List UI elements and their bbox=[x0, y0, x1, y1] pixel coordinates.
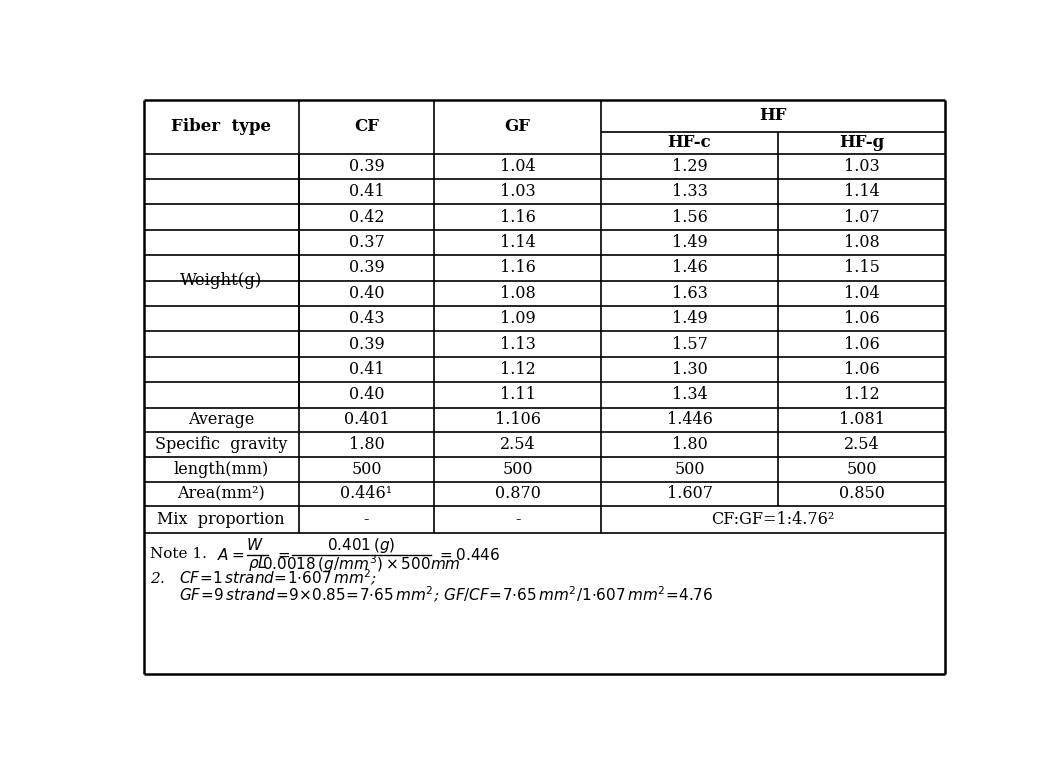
Text: HF-g: HF-g bbox=[839, 134, 885, 151]
Text: 1.13: 1.13 bbox=[499, 336, 535, 352]
Text: length(mm): length(mm) bbox=[173, 460, 269, 478]
Text: 500: 500 bbox=[846, 460, 877, 478]
Text: 0.446¹: 0.446¹ bbox=[340, 486, 393, 502]
Text: $W$: $W$ bbox=[245, 538, 263, 554]
Text: 500: 500 bbox=[674, 460, 705, 478]
Text: 1.09: 1.09 bbox=[499, 310, 535, 327]
Text: 0.850: 0.850 bbox=[839, 486, 885, 502]
Text: 1.06: 1.06 bbox=[844, 310, 879, 327]
Text: 1.16: 1.16 bbox=[499, 208, 535, 225]
Text: HF-c: HF-c bbox=[668, 134, 712, 151]
Text: 1.12: 1.12 bbox=[844, 386, 879, 404]
Text: 1.29: 1.29 bbox=[671, 158, 707, 175]
Text: CF:GF=1:4.76²: CF:GF=1:4.76² bbox=[712, 511, 835, 528]
Text: 0.40: 0.40 bbox=[348, 285, 384, 302]
Text: 2.   $CF\!=\!1\,strand\!=\!1{\cdot}607\,mm^2$;: 2. $CF\!=\!1\,strand\!=\!1{\cdot}607\,mm… bbox=[150, 568, 377, 588]
Text: 1.49: 1.49 bbox=[671, 234, 707, 251]
Text: 1.33: 1.33 bbox=[671, 183, 707, 200]
Text: 0.39: 0.39 bbox=[348, 260, 384, 277]
Text: $GF\!=\!9\,strand\!=\!9\!\times\!0.85\!=\!7{\cdot}65\,mm^2$; $GF/CF\!=\!7{\cdot}: $GF\!=\!9\,strand\!=\!9\!\times\!0.85\!=… bbox=[150, 584, 713, 605]
Text: 1.34: 1.34 bbox=[671, 386, 707, 404]
Text: 1.06: 1.06 bbox=[844, 361, 879, 378]
Text: CF: CF bbox=[354, 118, 379, 135]
Text: Note 1.: Note 1. bbox=[150, 547, 207, 561]
Text: $0.401\,(g)$: $0.401\,(g)$ bbox=[327, 536, 395, 555]
Text: 0.40: 0.40 bbox=[348, 386, 384, 404]
Text: HF: HF bbox=[759, 107, 787, 124]
Text: 1.07: 1.07 bbox=[844, 208, 879, 225]
Text: 1.12: 1.12 bbox=[499, 361, 535, 378]
Text: 1.63: 1.63 bbox=[671, 285, 707, 302]
Text: $=0.446$: $=0.446$ bbox=[438, 547, 501, 563]
Text: GF: GF bbox=[504, 118, 531, 135]
Text: 0.43: 0.43 bbox=[348, 310, 384, 327]
Text: Mix  proportion: Mix proportion bbox=[157, 511, 285, 528]
Text: 2.54: 2.54 bbox=[844, 436, 879, 453]
Text: 1.04: 1.04 bbox=[500, 158, 535, 175]
Text: 0.39: 0.39 bbox=[348, 158, 384, 175]
Text: 1.15: 1.15 bbox=[843, 260, 879, 277]
Text: 1.57: 1.57 bbox=[671, 336, 707, 352]
Text: 1.49: 1.49 bbox=[671, 310, 707, 327]
Text: 0.401: 0.401 bbox=[343, 411, 390, 428]
Text: 0.42: 0.42 bbox=[348, 208, 384, 225]
Text: 500: 500 bbox=[502, 460, 533, 478]
Text: Average: Average bbox=[188, 411, 254, 428]
Text: 1.80: 1.80 bbox=[348, 436, 384, 453]
Text: 1.04: 1.04 bbox=[844, 285, 879, 302]
Text: 1.03: 1.03 bbox=[844, 158, 879, 175]
Text: 1.46: 1.46 bbox=[671, 260, 707, 277]
Text: 1.03: 1.03 bbox=[499, 183, 535, 200]
Text: 2.54: 2.54 bbox=[500, 436, 535, 453]
Text: 1.14: 1.14 bbox=[844, 183, 879, 200]
Text: 1.446: 1.446 bbox=[667, 411, 713, 428]
Text: 1.11: 1.11 bbox=[499, 386, 535, 404]
Text: Specific  gravity: Specific gravity bbox=[155, 436, 288, 453]
Text: 1.106: 1.106 bbox=[495, 411, 541, 428]
Text: Area(mm²): Area(mm²) bbox=[177, 486, 266, 502]
Text: 0.37: 0.37 bbox=[348, 234, 384, 251]
Text: -: - bbox=[515, 511, 520, 528]
Text: 0.39: 0.39 bbox=[348, 336, 384, 352]
Text: 1.80: 1.80 bbox=[671, 436, 707, 453]
Text: 1.30: 1.30 bbox=[671, 361, 707, 378]
Text: Weight(g): Weight(g) bbox=[179, 272, 262, 289]
Text: 0.870: 0.870 bbox=[495, 486, 541, 502]
Text: $\rho L$: $\rho L$ bbox=[247, 555, 268, 574]
Text: 1.14: 1.14 bbox=[499, 234, 535, 251]
Text: 1.607: 1.607 bbox=[667, 486, 713, 502]
Text: 1.56: 1.56 bbox=[671, 208, 707, 225]
Text: $=$: $=$ bbox=[275, 548, 291, 561]
Text: Fiber  type: Fiber type bbox=[171, 118, 271, 135]
Text: -: - bbox=[363, 511, 370, 528]
Text: 0.41: 0.41 bbox=[348, 183, 384, 200]
Text: 0.41: 0.41 bbox=[348, 361, 384, 378]
Text: 1.06: 1.06 bbox=[844, 336, 879, 352]
Text: 1.16: 1.16 bbox=[499, 260, 535, 277]
Text: 1.081: 1.081 bbox=[839, 411, 885, 428]
Text: $A=$: $A=$ bbox=[218, 547, 244, 563]
Text: 500: 500 bbox=[352, 460, 381, 478]
Text: 1.08: 1.08 bbox=[499, 285, 535, 302]
Text: $0.0018\,(g/mm^3)\times 500mm$: $0.0018\,(g/mm^3)\times 500mm$ bbox=[262, 553, 461, 574]
Text: 1.08: 1.08 bbox=[844, 234, 879, 251]
